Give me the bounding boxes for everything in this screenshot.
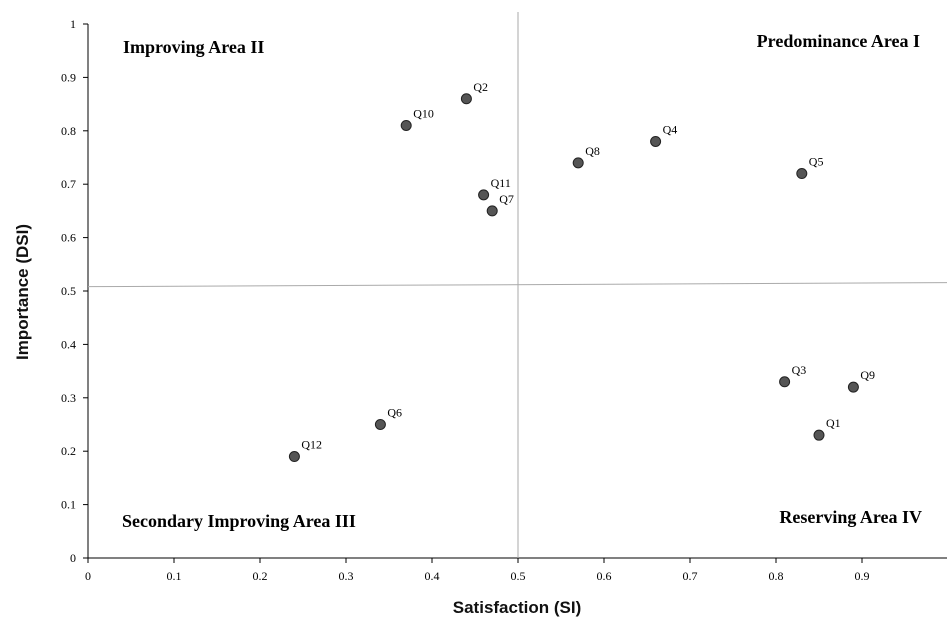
data-point-q4 — [650, 135, 662, 147]
y-tick-label: 0.6 — [61, 231, 76, 245]
point-label-q2: Q2 — [473, 80, 488, 94]
data-point-q6 — [374, 419, 386, 430]
quadrant-label-bottom-right: Reserving Area IV — [779, 507, 922, 527]
x-tick-label: 0.7 — [683, 569, 698, 583]
data-point-q12 — [288, 451, 300, 463]
horizontal-divider — [87, 282, 947, 288]
x-tick-label: 0.8 — [769, 569, 784, 583]
x-axis-title: Satisfaction (SI) — [453, 598, 581, 617]
data-points: Q1 Q2 Q3 Q4 Q5 Q6 Q7 Q8 Q9 Q10 Q11 Q12 — [288, 80, 875, 463]
y-axis-title: Importance (DSI) — [13, 224, 32, 360]
point-label-q6: Q6 — [387, 406, 402, 420]
point-label-q10: Q10 — [413, 106, 434, 120]
y-tick-label: 0.1 — [61, 498, 76, 512]
point-label-q9: Q9 — [860, 368, 875, 382]
data-point-q7 — [486, 205, 498, 217]
quadrant-dividers — [87, 12, 947, 558]
quadrant-label-bottom-left: Secondary Improving Area III — [122, 511, 356, 531]
x-tick-label: 0.1 — [167, 569, 182, 583]
x-tick-label: 0.6 — [597, 569, 612, 583]
point-label-q8: Q8 — [585, 144, 600, 158]
x-tick-label: 0.5 — [511, 569, 526, 583]
y-tick-label: 0.9 — [61, 70, 76, 84]
data-point-q8 — [572, 157, 584, 169]
data-point-q9 — [847, 381, 859, 393]
point-label-q5: Q5 — [809, 155, 824, 169]
point-label-q3: Q3 — [792, 363, 807, 377]
data-point-q10 — [400, 119, 412, 131]
x-tick-label: 0 — [85, 569, 91, 583]
data-point-q11 — [478, 189, 490, 201]
x-tick-label: 0.4 — [425, 569, 440, 583]
y-tick-label: 0.5 — [61, 284, 76, 298]
x-tick-label: 0.3 — [339, 569, 354, 583]
data-point-q5 — [796, 168, 808, 180]
y-tick-label: 0.7 — [61, 177, 76, 191]
data-point-q3 — [779, 376, 791, 388]
point-label-q1: Q1 — [826, 416, 841, 430]
y-tick-label: 1 — [70, 17, 76, 31]
point-label-q4: Q4 — [663, 122, 678, 136]
point-label-q12: Q12 — [301, 438, 322, 452]
point-label-q11: Q11 — [491, 176, 511, 190]
point-label-q7: Q7 — [499, 192, 514, 206]
y-tick-label: 0.2 — [61, 444, 76, 458]
data-point-q1 — [813, 429, 825, 441]
x-tick-label: 0.9 — [855, 569, 870, 583]
quadrant-label-top-left: Improving Area II — [123, 37, 264, 57]
quadrant-label-top-right: Predominance Area I — [757, 31, 920, 51]
data-point-q2 — [460, 93, 472, 105]
y-tick-label: 0.3 — [61, 391, 76, 405]
axes: 0 0.1 0.2 0.3 0.4 0.5 0.6 0.7 0.8 0.9 1 0 0.1 0.2 0.3 0… — [61, 17, 947, 583]
y-tick-label: 0 — [70, 551, 76, 565]
y-tick-label: 0.8 — [61, 124, 76, 138]
x-tick-label: 0.2 — [253, 569, 268, 583]
y-tick-label: 0.4 — [61, 337, 76, 351]
